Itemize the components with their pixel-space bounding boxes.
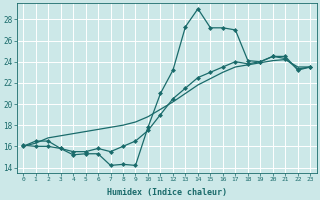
X-axis label: Humidex (Indice chaleur): Humidex (Indice chaleur) [107,188,227,197]
